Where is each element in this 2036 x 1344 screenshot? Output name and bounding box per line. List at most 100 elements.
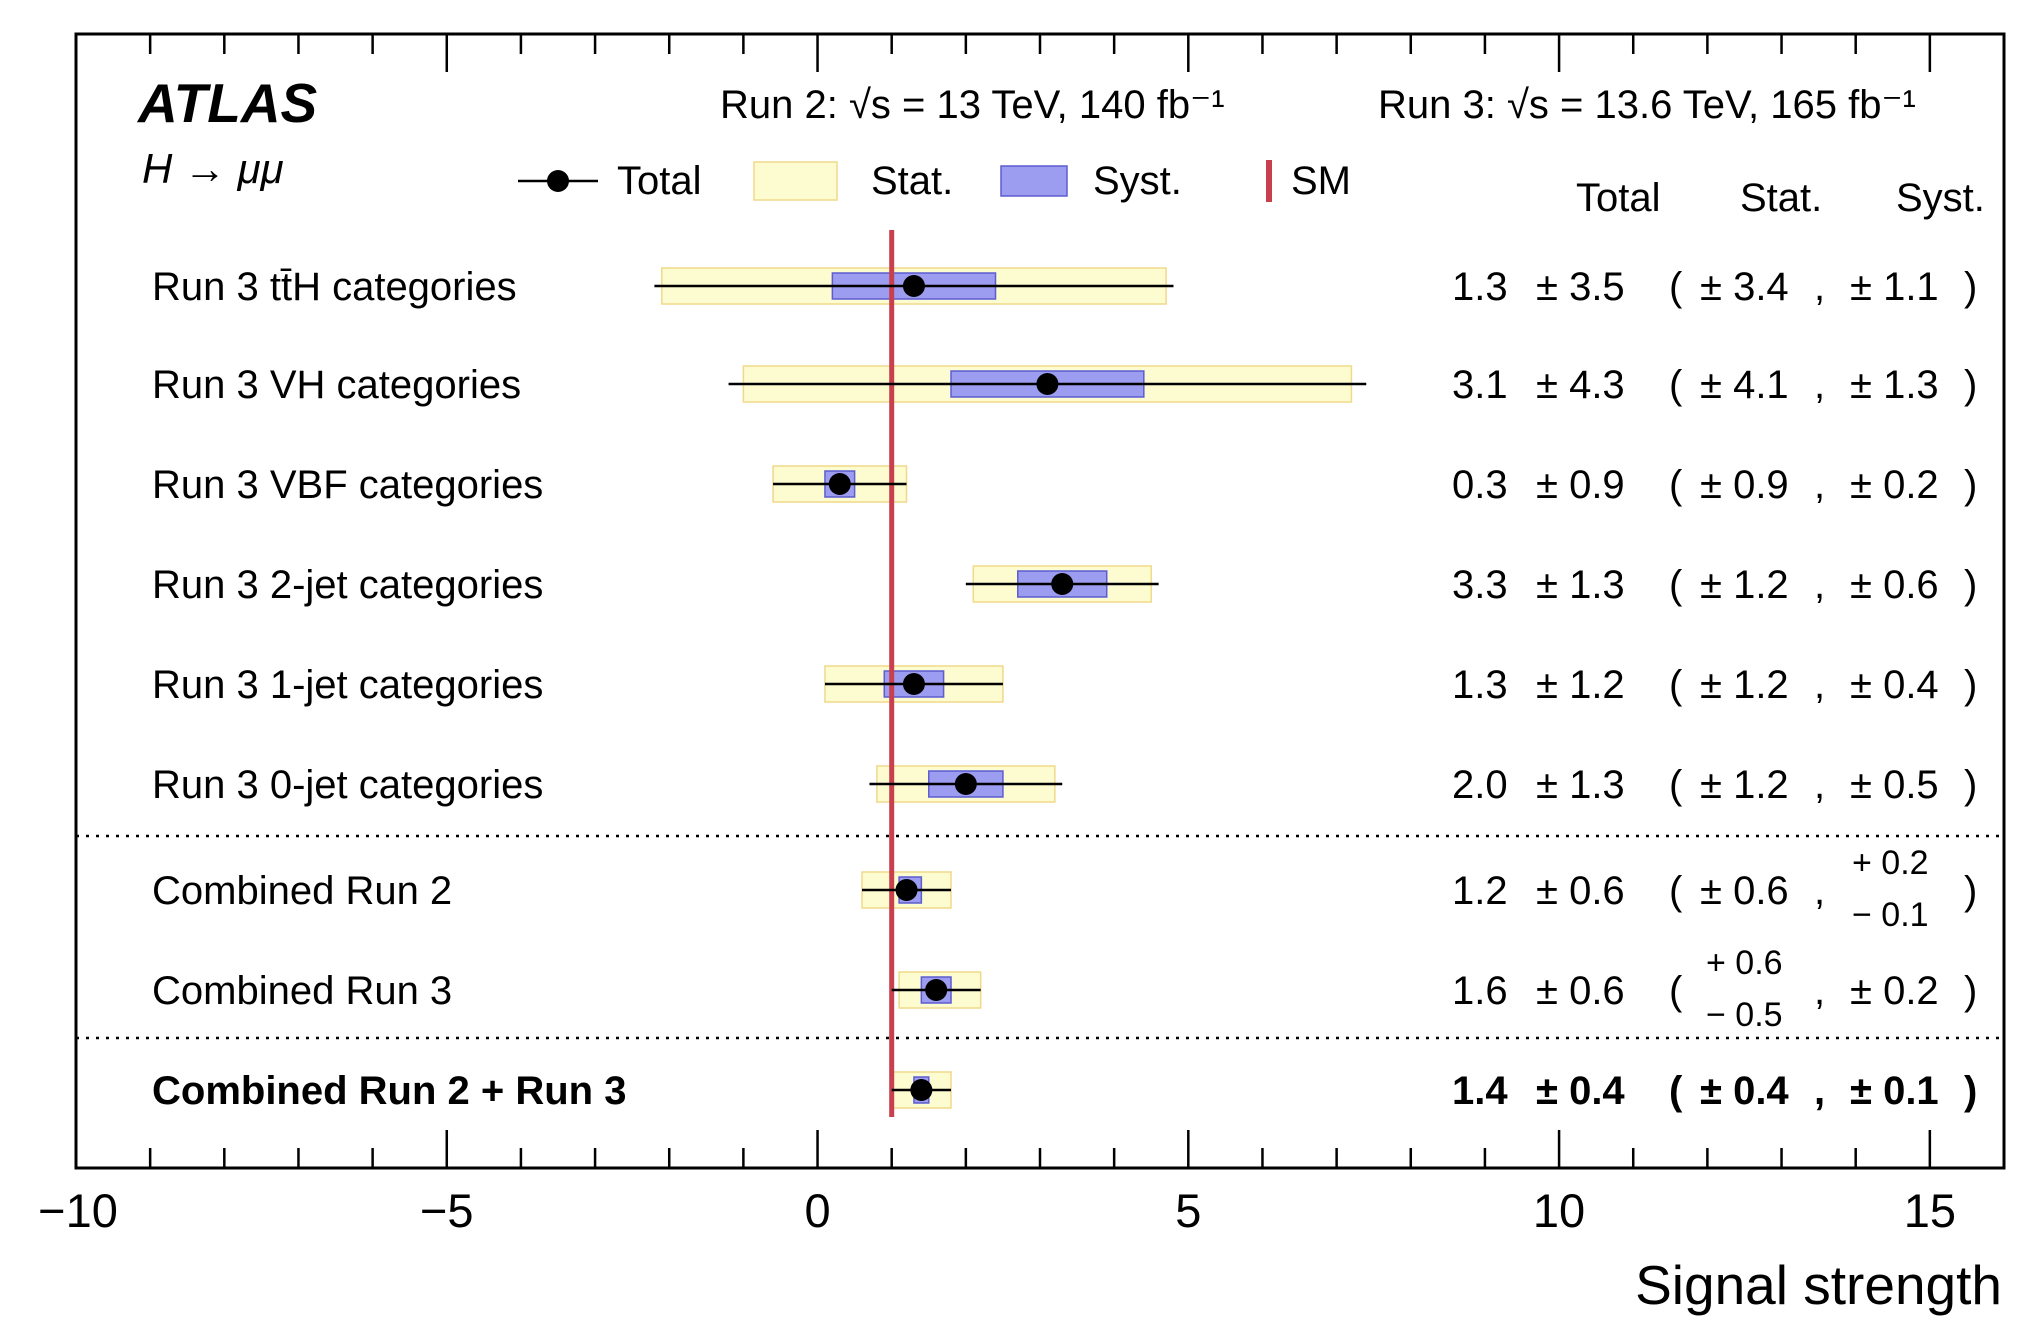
x-tick-label: 15 bbox=[1904, 1184, 1956, 1237]
value-stat-down: − 0.5 bbox=[1706, 996, 1783, 1034]
value-syst-error: ± 0.1 bbox=[1850, 1069, 1939, 1113]
value-open-paren: ( bbox=[1669, 363, 1683, 407]
value-central: 1.3 bbox=[1452, 265, 1508, 309]
value-syst-error: ± 0.5 bbox=[1850, 763, 1939, 807]
value-central: 1.3 bbox=[1452, 663, 1508, 707]
value-comma: , bbox=[1814, 1069, 1825, 1113]
value-open-paren: ( bbox=[1669, 969, 1683, 1013]
value-central: 3.1 bbox=[1452, 363, 1508, 407]
central-value-marker bbox=[828, 473, 851, 495]
value-close-paren: ) bbox=[1964, 869, 1977, 913]
legend-syst-swatch bbox=[1000, 165, 1068, 197]
central-value-marker bbox=[954, 773, 977, 795]
value-stat-error: ± 0.4 bbox=[1700, 1069, 1789, 1113]
value-total-error: ± 1.3 bbox=[1536, 763, 1625, 807]
value-total-error: ± 0.6 bbox=[1536, 969, 1625, 1013]
row-label: Run 3 tt̄H categories bbox=[152, 265, 517, 309]
value-stat-error: ± 1.2 bbox=[1700, 563, 1789, 607]
value-comma: , bbox=[1814, 363, 1825, 407]
value-close-paren: ) bbox=[1964, 1069, 1977, 1113]
central-value-marker bbox=[1051, 573, 1074, 595]
value-total-error: ± 0.6 bbox=[1536, 869, 1625, 913]
row-label: Run 3 1-jet categories bbox=[152, 663, 543, 707]
value-comma: , bbox=[1814, 763, 1825, 807]
value-comma: , bbox=[1814, 869, 1825, 913]
value-open-paren: ( bbox=[1669, 463, 1683, 507]
central-value-marker bbox=[925, 979, 948, 1001]
value-stat-error: ± 1.2 bbox=[1700, 663, 1789, 707]
value-close-paren: ) bbox=[1964, 663, 1977, 707]
value-stat-up: + 0.6 bbox=[1706, 944, 1783, 982]
legend-sm-label: SM bbox=[1291, 159, 1351, 203]
x-axis-title: Signal strength bbox=[1635, 1254, 2002, 1316]
column-header-total: Total bbox=[1576, 176, 1661, 220]
row-label: Run 3 2-jet categories bbox=[152, 563, 543, 607]
run3-energy-label: Run 3: √s = 13.6 TeV, 165 fb⁻¹ bbox=[1378, 83, 1916, 127]
value-close-paren: ) bbox=[1964, 265, 1977, 309]
data-marks bbox=[661, 267, 1353, 1109]
value-total-error: ± 0.9 bbox=[1536, 463, 1625, 507]
central-value-marker bbox=[910, 1079, 933, 1101]
central-value-marker bbox=[902, 275, 925, 297]
process-label: H → μμ bbox=[142, 145, 284, 192]
value-stat-error: ± 3.4 bbox=[1700, 265, 1789, 309]
row-label: Combined Run 3 bbox=[152, 969, 452, 1013]
central-value-marker bbox=[902, 673, 925, 695]
x-tick-label: 5 bbox=[1175, 1184, 1201, 1237]
value-stat-error: ± 0.6 bbox=[1700, 869, 1789, 913]
value-open-paren: ( bbox=[1669, 763, 1683, 807]
row-label: Run 3 VBF categories bbox=[152, 463, 543, 507]
value-syst-down: − 0.1 bbox=[1852, 896, 1929, 934]
value-central: 3.3 bbox=[1452, 563, 1508, 607]
value-open-paren: ( bbox=[1669, 265, 1683, 309]
value-total-error: ± 1.2 bbox=[1536, 663, 1625, 707]
run2-energy-label: Run 2: √s = 13 TeV, 140 fb⁻¹ bbox=[720, 83, 1225, 127]
value-close-paren: ) bbox=[1964, 563, 1977, 607]
value-open-paren: ( bbox=[1669, 1069, 1683, 1113]
x-tick-label: −10 bbox=[38, 1184, 118, 1237]
value-comma: , bbox=[1814, 265, 1825, 309]
value-comma: , bbox=[1814, 663, 1825, 707]
value-close-paren: ) bbox=[1964, 763, 1977, 807]
row-values: 1.3 ± 3.5 (± 3.4, ± 1.1) 3.1 ± 4.3 (± 4.1, ± 1.… bbox=[1452, 265, 1977, 1113]
value-stat-error: ± 1.2 bbox=[1700, 763, 1789, 807]
value-syst-error: ± 0.2 bbox=[1850, 969, 1939, 1013]
legend-syst-label: Syst. bbox=[1093, 159, 1182, 203]
x-tick-label: −5 bbox=[420, 1184, 474, 1237]
central-value-marker bbox=[895, 879, 918, 901]
value-central: 0.3 bbox=[1452, 463, 1508, 507]
row-labels: Run 3 tt̄H categories Run 3 VH categories… bbox=[152, 265, 626, 1113]
value-stat-error: ± 4.1 bbox=[1700, 363, 1789, 407]
value-comma: , bbox=[1814, 563, 1825, 607]
x-tick-labels: −10 −5 0 5 10 15 bbox=[38, 1184, 1956, 1237]
value-syst-up: + 0.2 bbox=[1852, 844, 1929, 882]
legend-stat-label: Stat. bbox=[871, 159, 953, 203]
axis-ticks bbox=[148, 34, 1932, 1168]
value-comma: , bbox=[1814, 969, 1825, 1013]
value-open-paren: ( bbox=[1669, 663, 1683, 707]
row-label: Run 3 VH categories bbox=[152, 363, 521, 407]
value-central: 1.6 bbox=[1452, 969, 1508, 1013]
value-syst-error: ± 1.1 bbox=[1850, 265, 1939, 309]
value-close-paren: ) bbox=[1964, 463, 1977, 507]
value-syst-error: ± 0.6 bbox=[1850, 563, 1939, 607]
row-label: Combined Run 2 bbox=[152, 869, 452, 913]
value-central: 2.0 bbox=[1452, 763, 1508, 807]
data-points bbox=[654, 275, 1367, 1101]
value-total-error: ± 1.3 bbox=[1536, 563, 1625, 607]
row-label: Combined Run 2 + Run 3 bbox=[152, 1069, 626, 1113]
central-value-marker bbox=[1036, 373, 1059, 395]
value-open-paren: ( bbox=[1669, 563, 1683, 607]
value-stat-error: ± 0.9 bbox=[1700, 463, 1789, 507]
legend-stat-swatch bbox=[753, 161, 838, 201]
x-tick-label: 10 bbox=[1533, 1184, 1585, 1237]
legend: Total Stat. Syst. SM bbox=[518, 159, 1351, 203]
x-tick-label: 0 bbox=[804, 1184, 830, 1237]
value-open-paren: ( bbox=[1669, 869, 1683, 913]
column-header-syst: Syst. bbox=[1896, 176, 1985, 220]
value-syst-error: ± 0.4 bbox=[1850, 663, 1939, 707]
legend-total-marker bbox=[547, 170, 569, 192]
value-comma: , bbox=[1814, 463, 1825, 507]
value-syst-error: ± 0.2 bbox=[1850, 463, 1939, 507]
